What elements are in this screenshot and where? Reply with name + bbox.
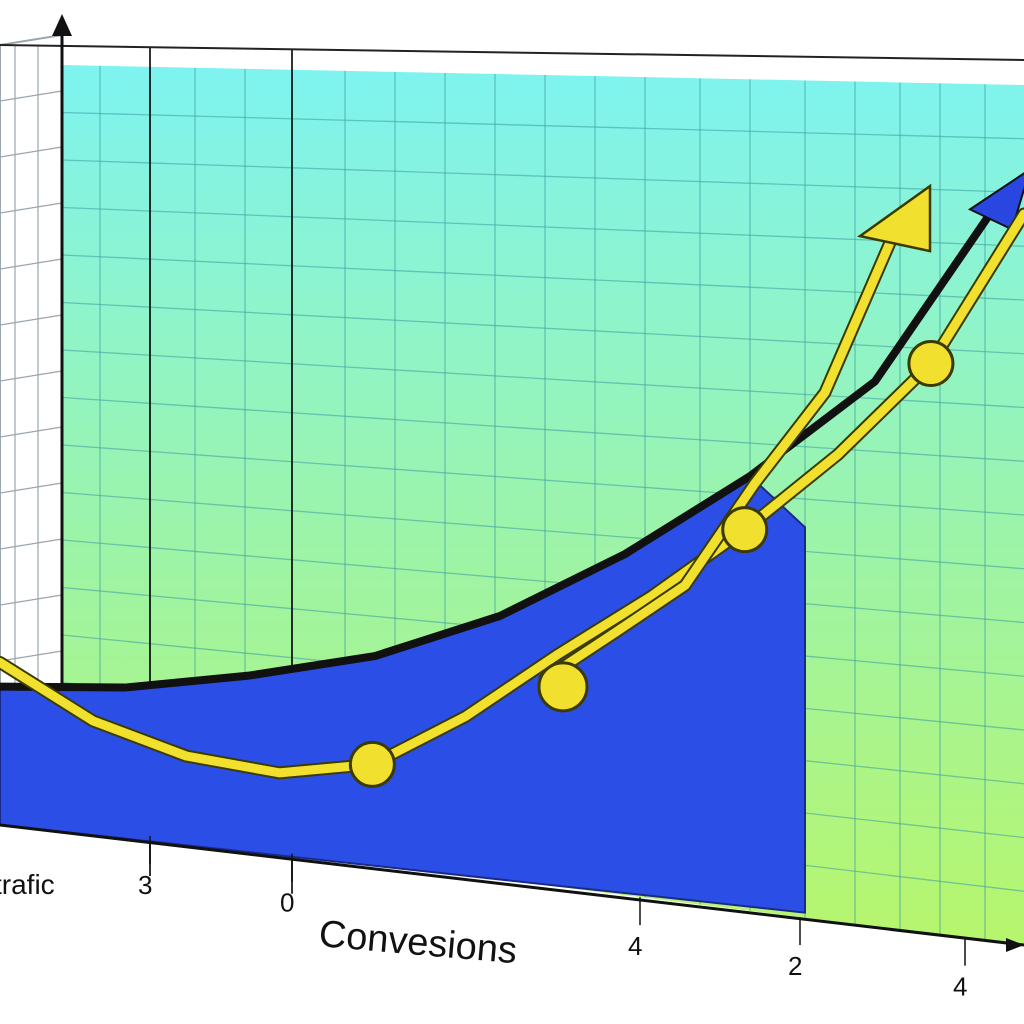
side-grid-h-3 [0,202,63,214]
data-point-yellow-1-0 [348,740,396,788]
side-grid-h-6 [0,370,63,382]
side-grid-h-10 [0,594,63,606]
series-line-yellow-2-fill [540,226,900,684]
x-tick-label-4: 4 [953,972,967,1002]
data-point-yellow-2-0 [537,661,589,713]
side-grid-h-11 [0,650,63,662]
side-grid-h-1 [0,90,63,102]
series-arrow-main [967,172,1024,231]
x-tick-label-2: 4 [628,931,642,961]
side-grid-h-2 [0,146,63,158]
side-grid-h-5 [0,314,63,326]
grid-h-5 [61,301,1024,355]
series-line-main [0,195,1004,692]
markers [348,340,955,788]
data-point-yellow-1-2 [907,340,955,388]
side-axis-label: trafic [0,869,55,900]
x-ticks: 3 0 4 2 4 [138,835,967,1002]
side-grid-h-9 [0,538,63,550]
side-grid-h-4 [0,258,63,270]
grid-h-7 [61,396,1024,462]
y-axis-arrow [52,14,72,36]
grid-h-6 [61,349,1024,409]
grid-h-3 [61,206,1024,247]
side-grid-h-7 [0,426,63,438]
data-point-yellow-1-1 [721,506,769,554]
grid-h-8 [61,444,1024,516]
series-arrow-yellow [856,183,932,253]
x-axis-title: Convesions [317,913,518,972]
series-line-yellow-1-fill [0,209,1024,778]
x-tick-label-0: 3 [138,870,152,900]
x-tick-label-1: 0 [280,888,294,918]
grid-h-1 [61,111,1024,140]
grid-h-9 [61,491,1024,570]
x-tick-label-3: 2 [788,951,802,981]
side-grid-h-8 [0,482,63,494]
x-axis-line [0,823,1024,947]
top-frame [0,44,1024,61]
grid-h-10 [61,539,1024,624]
x-axis-arrow [1006,938,1024,952]
grid-h-2 [61,159,1024,194]
